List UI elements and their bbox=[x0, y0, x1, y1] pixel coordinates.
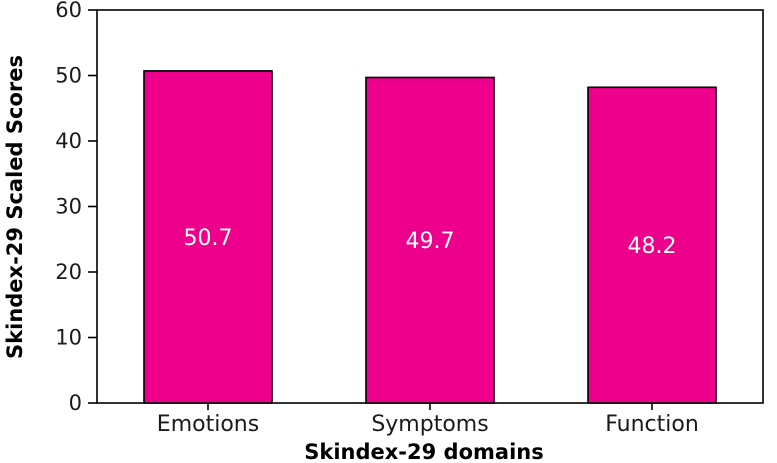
bar-function bbox=[587, 86, 717, 404]
y-tick-label: 50 bbox=[55, 64, 82, 88]
y-tick-label: 30 bbox=[55, 195, 82, 219]
y-axis-title: Skindex-29 Scaled Scores bbox=[3, 55, 27, 359]
data-label-symptoms: 49.7 bbox=[406, 229, 455, 254]
y-tick-label: 0 bbox=[69, 391, 82, 415]
x-category-label: Function bbox=[605, 412, 699, 437]
data-label-function: 48.2 bbox=[628, 234, 677, 259]
x-category-label: Symptoms bbox=[371, 412, 488, 437]
y-tick-label: 20 bbox=[55, 260, 82, 284]
y-axis-ticks: 0 10 20 30 40 50 60 bbox=[55, 0, 97, 415]
x-axis-labels: Emotions Symptoms Function bbox=[157, 403, 699, 437]
bars: 50.7 49.7 48.2 bbox=[143, 70, 717, 404]
x-axis-title: Skindex-29 domains bbox=[304, 440, 543, 463]
y-tick-label: 60 bbox=[55, 0, 82, 22]
data-label-emotions: 50.7 bbox=[184, 226, 233, 251]
y-tick-label: 10 bbox=[55, 326, 82, 350]
bar-symptoms bbox=[365, 76, 495, 404]
y-tick-label: 40 bbox=[55, 129, 82, 153]
x-category-label: Emotions bbox=[157, 412, 259, 437]
